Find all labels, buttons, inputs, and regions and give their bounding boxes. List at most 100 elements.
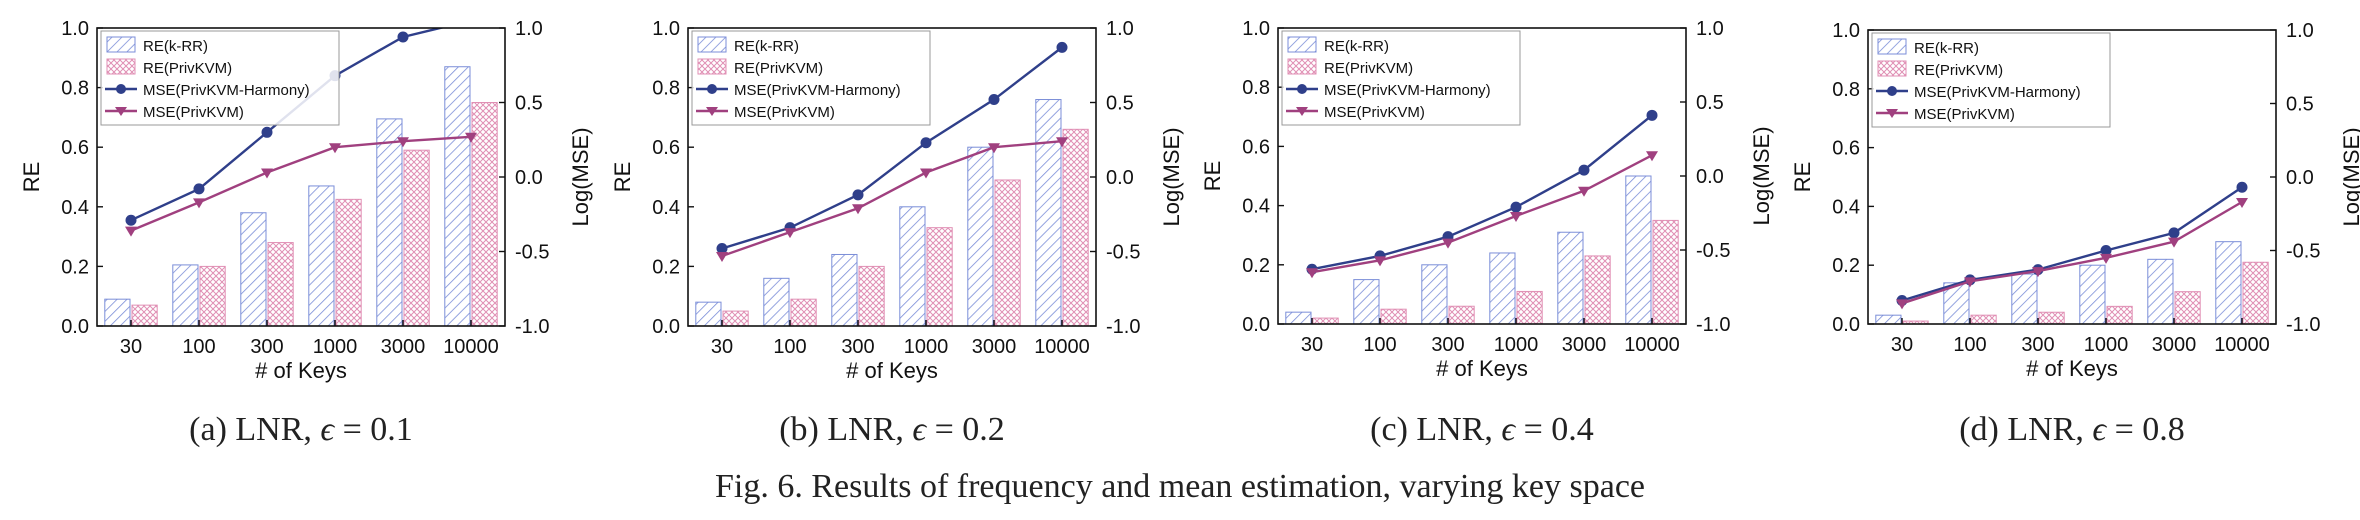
y-axis-label: RE	[1790, 162, 1815, 193]
legend-marker-circle	[116, 84, 126, 94]
bar-re-krr-10000	[2215, 241, 2242, 325]
bar-re-privkvm-3000	[2174, 291, 2201, 325]
y2-tick-label: -1.0	[1696, 314, 1730, 336]
y-tick-label: 0.6	[1832, 138, 1860, 160]
legend-label: MSE(PrivKVM)	[1324, 104, 1425, 121]
y2-tick-label: -0.5	[1106, 242, 1140, 264]
legend-marker-triangle	[706, 107, 718, 116]
bar-re-krr-3000	[376, 118, 403, 327]
x-tick-label: 1000	[904, 336, 949, 358]
bar-re-privkvm-10000	[471, 102, 498, 327]
y-tick-label: 0.6	[61, 137, 89, 159]
bar-re-krr-1000	[899, 206, 926, 327]
point-mse-privkvm-100	[1374, 256, 1386, 267]
x-tick-label: 30	[711, 336, 733, 358]
x-tick-label: 1000	[1494, 334, 1539, 356]
x-tick-label: 3000	[2152, 334, 2197, 356]
legend-box	[100, 30, 340, 126]
series-line-mse-privkvm	[721, 140, 1063, 258]
y2-tick-label: 0.5	[1696, 92, 1724, 114]
legend-label: MSE(PrivKVM)	[734, 104, 835, 121]
bar-re-privkvm-300	[1448, 305, 1475, 325]
subplot-caption-prefix: (b) LNR,	[779, 411, 912, 448]
epsilon-symbol: ϵ	[320, 411, 335, 448]
legend-marker-triangle	[1886, 109, 1898, 118]
bar-re-krr-30	[1285, 311, 1312, 325]
y-tick-label: 1.0	[1832, 20, 1860, 42]
subplot-caption-prefix: (c) LNR,	[1370, 411, 1501, 448]
point-mse-harmony-300	[852, 189, 864, 201]
bar-re-privkvm-30	[1312, 317, 1339, 325]
y2-tick-label: 0.0	[515, 167, 543, 189]
bar-re-krr-30	[695, 301, 722, 327]
y-tick-label: 1.0	[61, 18, 89, 40]
bar-re-privkvm-100	[1380, 308, 1407, 325]
x-tick-label: 100	[1363, 334, 1396, 356]
series-line-mse-privkvm	[1311, 154, 1653, 274]
x-tick-label: 100	[773, 336, 806, 358]
bar-re-privkvm-100	[1970, 314, 1997, 325]
y-axis-label: RE	[19, 162, 44, 193]
x-axis-label: # of Keys	[846, 358, 938, 383]
figure-caption: Fig. 6. Results of frequency and mean es…	[715, 468, 1645, 505]
point-mse-privkvm-100	[1964, 277, 1976, 288]
point-mse-harmony-3000	[2168, 227, 2180, 239]
y-axis-label: RE	[610, 162, 635, 193]
point-mse-harmony-30	[125, 214, 137, 226]
legend-swatch-re-privkvm	[1287, 58, 1317, 75]
bar-re-privkvm-300	[2038, 311, 2065, 325]
y2-axis-label: Log(MSE)	[1749, 126, 1774, 225]
bar-re-krr-1000	[2079, 264, 2106, 325]
chart-panel-3: 0.0 0.2 0.4 0.6 0.8 1.0 -1.0 -0.5 0.0 0.5 1.0 30 100…	[1200, 18, 1774, 448]
epsilon-symbol: ϵ	[2092, 411, 2107, 448]
x-tick-label: 10000	[2214, 334, 2270, 356]
point-mse-privkvm-10000	[1056, 137, 1068, 148]
point-mse-harmony-1000	[2100, 245, 2112, 256]
point-mse-privkvm-3000	[2168, 237, 2180, 248]
epsilon-symbol: ϵ	[912, 411, 927, 448]
y-tick-label: 0.2	[61, 256, 89, 278]
x-tick-label: 300	[841, 336, 874, 358]
bar-re-krr-1000	[1489, 252, 1516, 325]
y-tick-label: 0.0	[1242, 314, 1270, 336]
bar-re-krr-100	[172, 264, 199, 327]
point-mse-harmony-1000	[920, 137, 932, 149]
y2-tick-label: 1.0	[515, 18, 543, 40]
legend: RE(k-RR) RE(PrivKVM) MSE(PrivKVM-Harmony) M…	[691, 30, 931, 126]
legend-swatch-re-privkvm	[1877, 60, 1907, 77]
point-mse-privkvm-300	[261, 168, 273, 179]
legend-box	[1281, 30, 1521, 126]
point-mse-privkvm-30	[1896, 299, 1908, 310]
epsilon-value: = 0.2	[926, 411, 1005, 448]
epsilon-value: = 0.4	[1515, 411, 1594, 448]
x-axis-label: # of Keys	[1436, 356, 1528, 381]
y2-tick-label: 0.5	[1106, 93, 1134, 115]
subplot-caption-prefix: (a) LNR,	[189, 411, 320, 448]
point-mse-harmony-3000	[1578, 164, 1590, 176]
legend-label: MSE(PrivKVM)	[1914, 106, 2015, 123]
x-tick-label: 3000	[381, 336, 426, 358]
point-mse-privkvm-10000	[1646, 151, 1658, 162]
series-line-mse-harmony	[1311, 114, 1653, 271]
bar-re-privkvm-300	[858, 265, 885, 327]
bar-re-krr-300	[240, 212, 267, 327]
bar-re-krr-3000	[967, 146, 994, 327]
point-mse-privkvm-3000	[1578, 186, 1590, 197]
legend-marker-triangle	[115, 107, 127, 116]
x-tick-label: 300	[1431, 334, 1464, 356]
x-tick-label: 30	[120, 336, 142, 358]
y2-tick-label: 0.0	[2286, 167, 2314, 189]
point-mse-privkvm-10000	[465, 132, 477, 143]
legend-box	[1871, 32, 2111, 128]
point-mse-privkvm-3000	[397, 137, 409, 148]
bar-re-krr-1000	[308, 185, 335, 327]
bar-re-krr-300	[1421, 264, 1448, 325]
series-line-mse-privkvm	[1901, 200, 2243, 305]
y2-tick-label: 0.0	[1106, 167, 1134, 189]
y-tick-label: 0.2	[1242, 255, 1270, 277]
legend-label: MSE(PrivKVM)	[143, 104, 244, 121]
subplot-caption-prefix: (d) LNR,	[1959, 411, 2092, 448]
bar-re-krr-30	[1875, 314, 1902, 325]
y-tick-label: 0.4	[652, 197, 680, 219]
y-tick-label: 0.4	[61, 197, 89, 219]
